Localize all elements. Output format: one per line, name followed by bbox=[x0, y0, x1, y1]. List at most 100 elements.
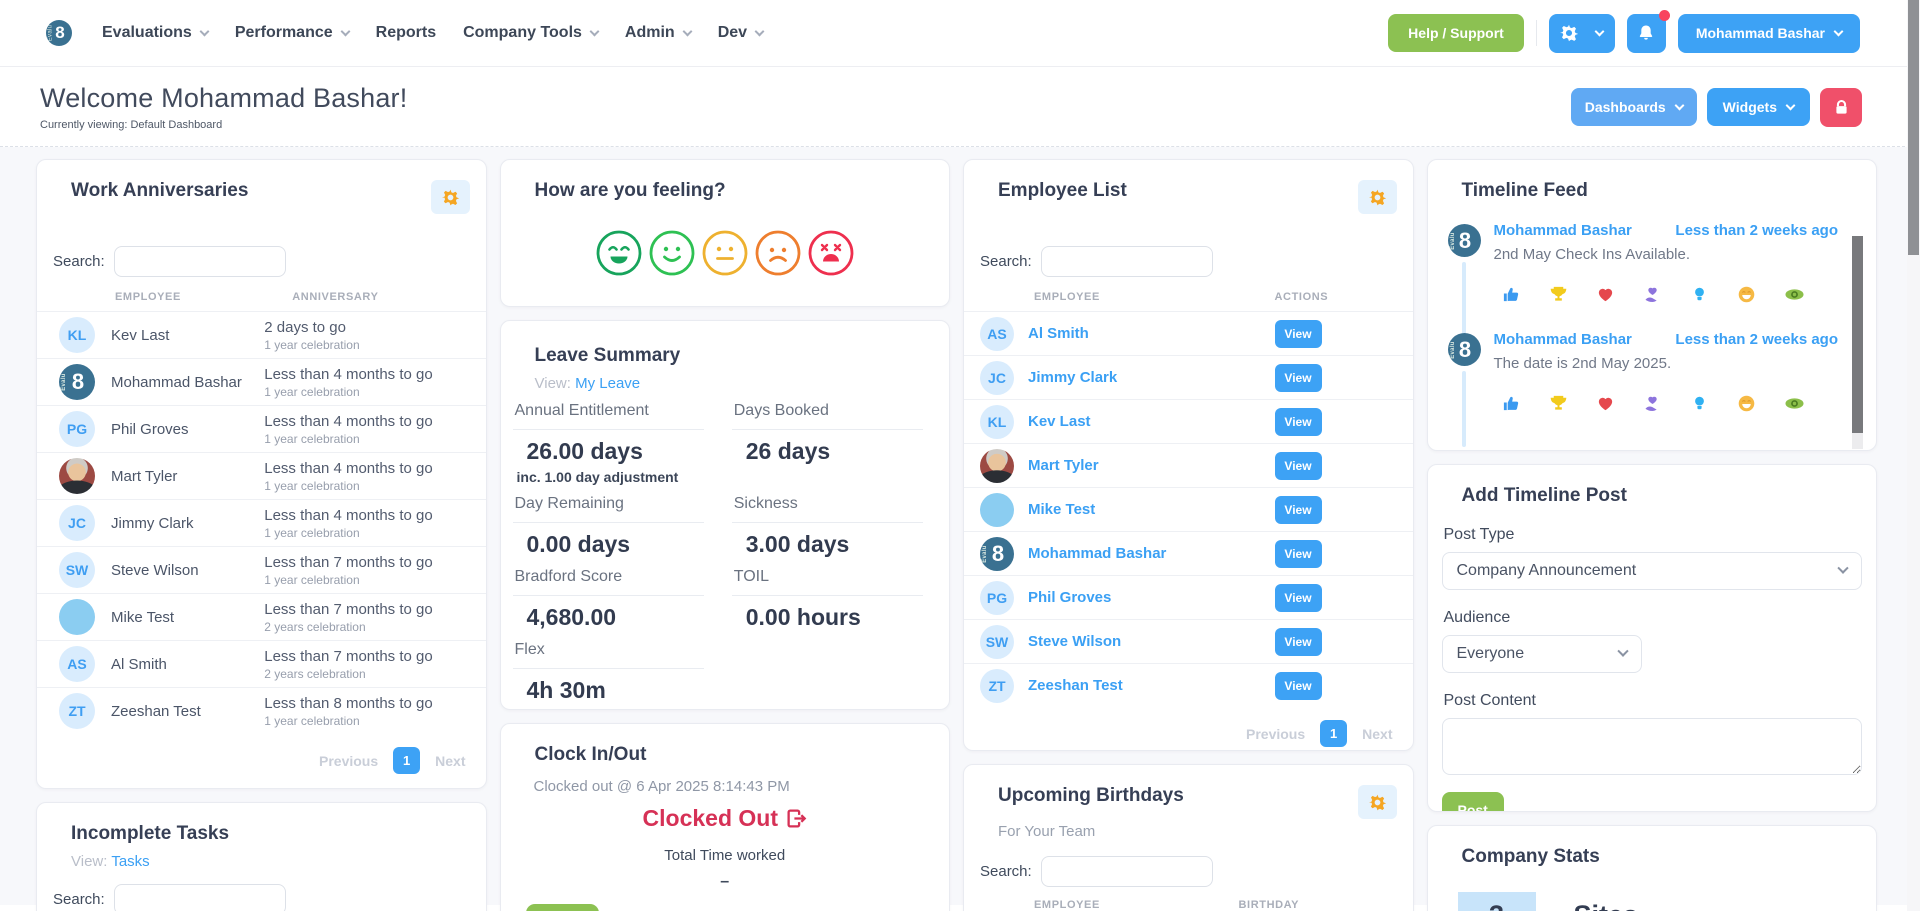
scrollbar-thumb[interactable] bbox=[1852, 236, 1863, 433]
view-employee-button[interactable]: View bbox=[1274, 539, 1322, 568]
avatar: ZT bbox=[980, 668, 1014, 703]
view-employee-button[interactable]: View bbox=[1274, 627, 1322, 656]
previous-page-button[interactable]: Previous bbox=[319, 752, 379, 769]
employee-name-link[interactable]: Zeeshan Test bbox=[1028, 677, 1123, 694]
next-page-button[interactable]: Next bbox=[435, 752, 466, 769]
next-page-button[interactable]: Next bbox=[1362, 725, 1393, 742]
care-reaction-icon[interactable] bbox=[1643, 285, 1662, 304]
widget-settings-button[interactable] bbox=[1357, 180, 1397, 214]
scrollbar-thumb[interactable] bbox=[1908, 0, 1919, 255]
heart-reaction-icon[interactable] bbox=[1596, 394, 1615, 413]
lightbulb-reaction-icon[interactable] bbox=[1690, 285, 1709, 304]
avatar bbox=[59, 458, 95, 494]
employee-name-link[interactable]: Mohammad Bashar bbox=[1028, 545, 1167, 562]
eye-reaction-icon[interactable] bbox=[1784, 394, 1805, 413]
card-title: Clock In/Out bbox=[534, 744, 647, 765]
thumbs-up-reaction-icon[interactable] bbox=[1502, 394, 1521, 413]
mood-very-unhappy-icon[interactable] bbox=[808, 230, 854, 276]
employee-name-link[interactable]: Kev Last bbox=[1028, 413, 1091, 430]
mood-very-happy-icon[interactable] bbox=[596, 230, 642, 276]
care-reaction-icon[interactable] bbox=[1643, 394, 1662, 413]
post-content-textarea[interactable] bbox=[1441, 718, 1862, 775]
post-author-link[interactable]: Mohammad Bashar bbox=[1493, 222, 1632, 239]
page-number-button[interactable]: 1 bbox=[1320, 720, 1348, 747]
search-input[interactable] bbox=[113, 246, 286, 277]
mood-unhappy-icon[interactable] bbox=[755, 230, 801, 276]
audience-label: Audience bbox=[1443, 609, 1511, 626]
nav-item[interactable]: Reports bbox=[376, 24, 436, 42]
user-menu-button[interactable]: Mohammad Bashar bbox=[1677, 13, 1860, 53]
employee-name: Mike Test bbox=[111, 608, 175, 626]
nav-item[interactable]: Admin bbox=[625, 24, 693, 42]
sign-out-icon bbox=[787, 809, 807, 828]
view-employee-button[interactable]: View bbox=[1274, 583, 1322, 612]
widget-settings-button[interactable] bbox=[430, 180, 470, 214]
anniversary-countdown: Less than 7 months to go bbox=[264, 647, 433, 665]
view-employee-button[interactable]: View bbox=[1274, 363, 1322, 392]
view-employee-button[interactable]: View bbox=[1274, 495, 1322, 524]
avatar: JC bbox=[59, 505, 95, 541]
card-title: Employee List bbox=[998, 180, 1127, 201]
trophy-reaction-icon[interactable] bbox=[1549, 285, 1568, 304]
view-employee-button[interactable]: View bbox=[1274, 671, 1322, 700]
help-support-button[interactable]: Help / Support bbox=[1388, 14, 1524, 52]
laugh-reaction-icon[interactable] bbox=[1737, 285, 1756, 304]
employee-name: Zeeshan Test bbox=[111, 702, 201, 720]
nav-item[interactable]: Evaluations bbox=[102, 24, 210, 42]
post-button[interactable]: Post bbox=[1441, 792, 1504, 811]
post-author-link[interactable]: Mohammad Bashar bbox=[1493, 331, 1632, 348]
employee-name-link[interactable]: Mart Tyler bbox=[1028, 457, 1099, 474]
column-header-employee: EMPLOYEE bbox=[1034, 899, 1100, 911]
page-number-button[interactable]: 1 bbox=[393, 747, 421, 774]
timeline-scrollbar[interactable] bbox=[1852, 236, 1863, 449]
notifications-button[interactable] bbox=[1626, 9, 1670, 53]
widgets-button[interactable]: Widgets bbox=[1706, 88, 1810, 126]
nav-item[interactable]: Performance bbox=[235, 24, 351, 42]
search-input[interactable] bbox=[113, 884, 286, 911]
thumbs-up-reaction-icon[interactable] bbox=[1502, 285, 1521, 304]
dashboards-button[interactable]: Dashboards bbox=[1570, 88, 1697, 126]
post-reactions bbox=[1502, 285, 1839, 304]
lock-dashboard-button[interactable] bbox=[1820, 87, 1862, 127]
audience-select[interactable]: Everyone bbox=[1441, 635, 1642, 673]
view-label: View: bbox=[71, 853, 108, 870]
view-employee-button[interactable]: View bbox=[1274, 407, 1322, 436]
nav-item[interactable]: Dev bbox=[718, 24, 765, 42]
employee-name-link[interactable]: Steve Wilson bbox=[1028, 633, 1122, 650]
mood-neutral-icon[interactable] bbox=[702, 230, 748, 276]
employee-name-link[interactable]: Mike Test bbox=[1028, 501, 1096, 518]
anniversary-celebration: 2 years celebration bbox=[264, 619, 366, 634]
anniversary-countdown: Less than 4 months to go bbox=[264, 412, 433, 430]
employee-name: Kev Last bbox=[111, 326, 170, 344]
trophy-reaction-icon[interactable] bbox=[1549, 394, 1568, 413]
mood-happy-icon[interactable] bbox=[649, 230, 695, 276]
page-scrollbar[interactable] bbox=[1907, 0, 1920, 911]
nav-item[interactable]: Company Tools bbox=[463, 24, 600, 42]
widget-settings-button[interactable] bbox=[1357, 785, 1397, 819]
page-subtitle: Currently viewing: Default Dashboard bbox=[40, 119, 223, 131]
view-employee-button[interactable]: View bbox=[1274, 451, 1322, 480]
search-input[interactable] bbox=[1040, 856, 1213, 887]
lightbulb-reaction-icon[interactable] bbox=[1690, 394, 1709, 413]
avatar: Evalu 8 bbox=[1447, 333, 1481, 366]
post-type-select[interactable]: Company Announcement bbox=[1441, 552, 1862, 590]
table-row: AS Al Smith View bbox=[964, 311, 1413, 355]
my-leave-link[interactable]: My Leave bbox=[575, 375, 641, 392]
table-row: Evalu 8 Mohammad Bashar View bbox=[964, 531, 1413, 575]
upcoming-birthdays-card: Upcoming Birthdays For Your Team Search:… bbox=[963, 764, 1414, 911]
tasks-link[interactable]: Tasks bbox=[111, 853, 150, 870]
employee-name-link[interactable]: Jimmy Clark bbox=[1028, 369, 1118, 386]
employee-name-link[interactable]: Al Smith bbox=[1028, 325, 1089, 342]
leave-stat: Day Remaining 0.00 days bbox=[512, 495, 704, 558]
clock-in-button[interactable]: Clock In bbox=[525, 904, 600, 911]
laugh-reaction-icon[interactable] bbox=[1737, 394, 1756, 413]
employee-name-link[interactable]: Phil Groves bbox=[1028, 589, 1112, 606]
view-employee-button[interactable]: View bbox=[1274, 319, 1322, 348]
search-input[interactable] bbox=[1040, 246, 1213, 277]
top-navbar: Evalu 8 Evaluations Performance Reports … bbox=[0, 0, 1920, 67]
heart-reaction-icon[interactable] bbox=[1596, 285, 1615, 304]
stat-value: 4,680.00 bbox=[526, 604, 617, 630]
previous-page-button[interactable]: Previous bbox=[1246, 725, 1306, 742]
settings-dropdown-button[interactable] bbox=[1548, 13, 1615, 53]
eye-reaction-icon[interactable] bbox=[1784, 285, 1805, 304]
